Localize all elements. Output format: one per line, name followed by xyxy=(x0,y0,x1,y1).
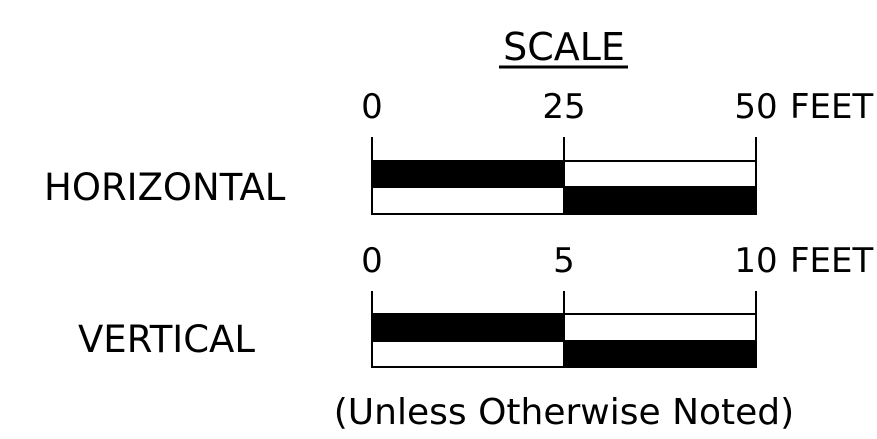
vertical-tick-label-0: 0 xyxy=(361,241,383,281)
horizontal-segment-top-right xyxy=(563,160,757,188)
scale-title: SCALE xyxy=(503,25,625,69)
vertical-segment-bottom-right xyxy=(563,340,757,368)
horizontal-segment-bottom-left xyxy=(371,186,565,215)
vertical-segment-top-left xyxy=(371,313,565,342)
vertical-scale-bar xyxy=(371,291,757,368)
horizontal-segment-bottom-right xyxy=(563,186,757,215)
vertical-tick-label-10: 10 xyxy=(734,241,777,281)
horizontal-unit-label: FEET xyxy=(790,87,874,127)
vertical-segment-bottom-left xyxy=(371,340,565,368)
vertical-segment-top-right xyxy=(563,313,757,342)
vertical-label: VERTICAL xyxy=(78,318,255,361)
horizontal-tick-label-0: 0 xyxy=(361,87,383,127)
horizontal-label: HORIZONTAL xyxy=(44,166,286,209)
horizontal-scale-bar xyxy=(371,137,757,215)
vertical-unit-label: FEET xyxy=(790,241,874,281)
horizontal-segment-top-left xyxy=(371,160,565,188)
horizontal-tick-label-25: 25 xyxy=(542,87,585,127)
horizontal-tick-label-50: 50 xyxy=(734,87,777,127)
vertical-tick-label-5: 5 xyxy=(553,241,575,281)
scale-note: (Unless Otherwise Noted) xyxy=(334,392,794,433)
